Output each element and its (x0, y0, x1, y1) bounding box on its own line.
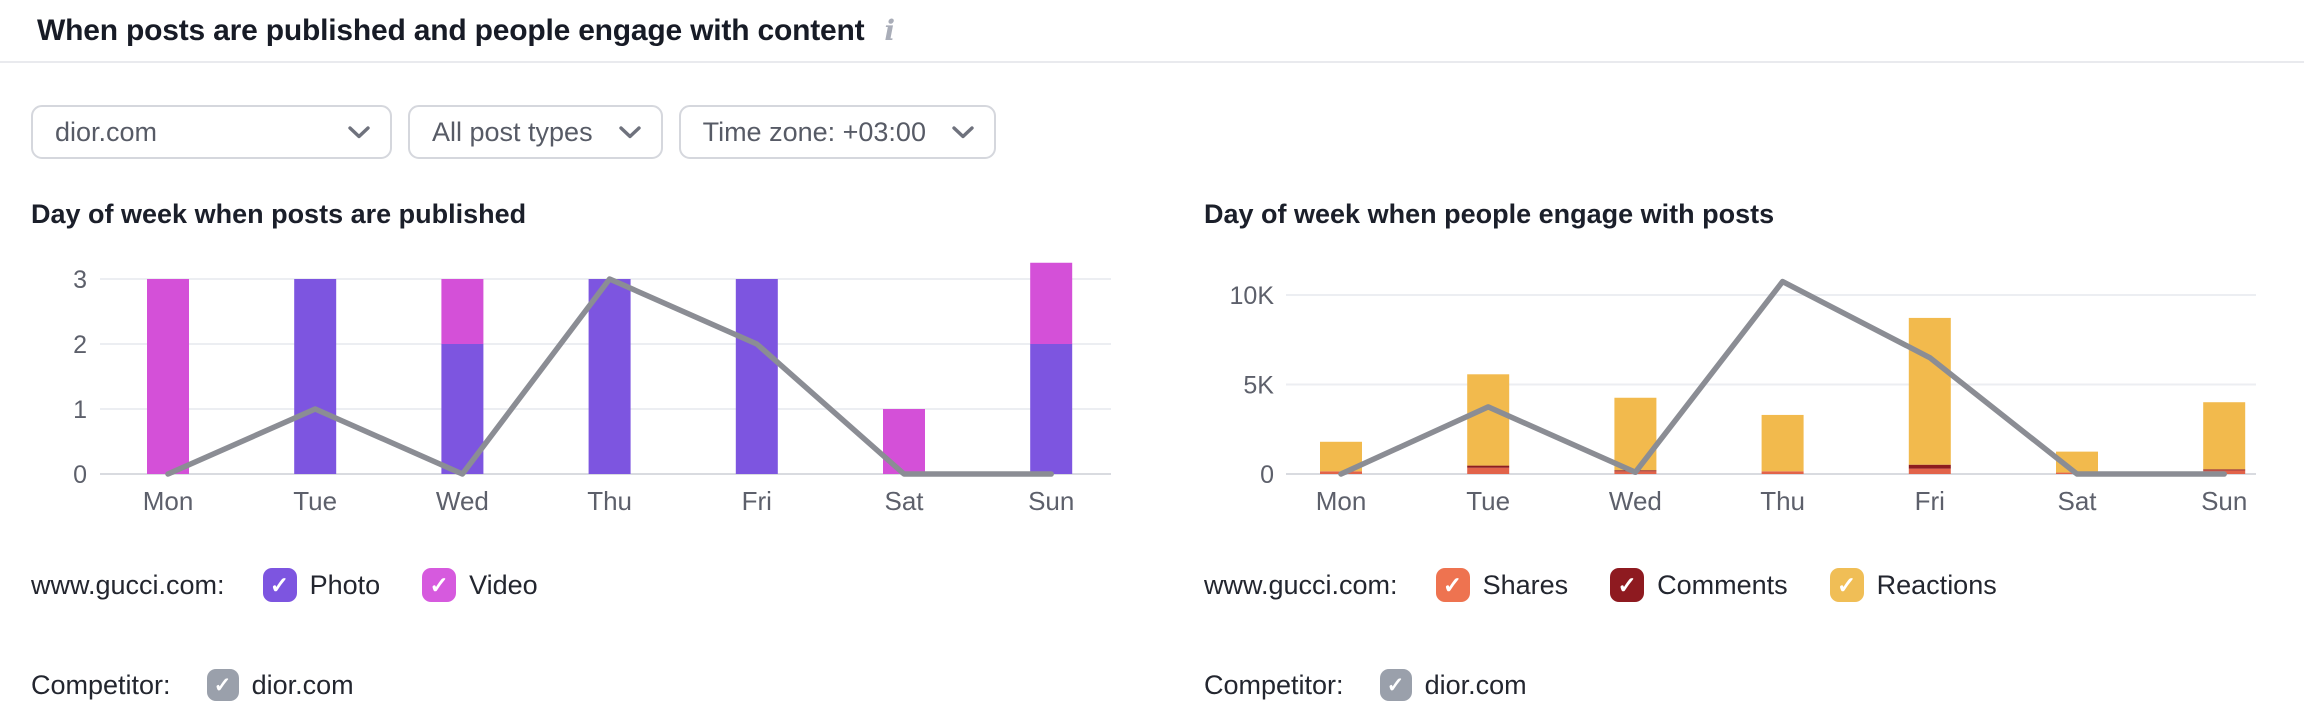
legend-item-photo[interactable]: ✓ Photo (262, 568, 381, 602)
svg-text:Fri: Fri (742, 486, 772, 516)
svg-text:Fri: Fri (1915, 486, 1945, 516)
shares-checkbox[interactable]: ✓ (1435, 568, 1470, 602)
legend-item-reactions[interactable]: ✓ Reactions (1829, 568, 1997, 602)
legend-label: Photo (309, 569, 381, 600)
published-legend: www.gucci.com: ✓ Photo ✓ Video (31, 568, 1204, 602)
profile-select-value: dior.com (55, 116, 158, 147)
legend-item-shares[interactable]: ✓ Shares (1435, 568, 1569, 602)
engagement-legend: www.gucci.com: ✓ Shares ✓ Comments ✓ Reaction… (1204, 568, 2304, 602)
competitor-name: dior.com (1424, 669, 1527, 700)
chevron-down-icon (952, 125, 974, 139)
svg-text:Sun: Sun (1028, 486, 1074, 516)
filter-bar: dior.com All post types Time zone: +03:0… (31, 105, 2304, 159)
comments-checkbox[interactable]: ✓ (1610, 568, 1645, 602)
legend-item-comments[interactable]: ✓ Comments (1610, 568, 1788, 602)
engagement-panel: Day of week when people engage with post… (1204, 197, 2304, 702)
competitor-checkbox[interactable]: ✓ (206, 669, 239, 701)
engagement-competitor-row: Competitor: ✓ dior.com (1204, 668, 2304, 702)
svg-text:Wed: Wed (1609, 486, 1662, 516)
svg-text:1: 1 (73, 396, 87, 424)
engagement-chart: 0 5K 10K Mon Tue Wed Thu Fri Sat Sun (1204, 256, 2304, 529)
chevron-down-icon (348, 125, 370, 139)
legend-label: Reactions (1876, 569, 1997, 600)
svg-text:3: 3 (73, 266, 87, 294)
competitor-label: Competitor: (1204, 669, 1344, 700)
legend-label: Comments (1657, 569, 1788, 600)
section-header: When posts are published and people enga… (0, 0, 2304, 63)
competitor-label: Competitor: (31, 669, 171, 700)
page-title: When posts are published and people enga… (37, 13, 865, 47)
svg-text:10K: 10K (1230, 282, 1275, 310)
svg-text:5K: 5K (1243, 372, 1274, 400)
video-checkbox[interactable]: ✓ (422, 568, 457, 602)
svg-text:Sat: Sat (2057, 486, 2097, 516)
competitor-checkbox[interactable]: ✓ (1379, 669, 1412, 701)
legend-owner-label: www.gucci.com: (31, 569, 225, 600)
legend-label: Shares (1482, 569, 1569, 600)
post-type-select[interactable]: All post types (408, 105, 663, 159)
svg-text:Mon: Mon (1316, 486, 1367, 516)
reactions-checkbox[interactable]: ✓ (1829, 568, 1864, 602)
published-chart: 0 1 2 3 Mon Tue Wed Thu Fri Sat Sun (31, 256, 1204, 529)
svg-text:Wed: Wed (436, 486, 489, 516)
svg-text:Tue: Tue (1466, 486, 1510, 516)
svg-text:Sun: Sun (2201, 486, 2247, 516)
photo-checkbox[interactable]: ✓ (262, 568, 297, 602)
svg-text:Thu: Thu (1760, 486, 1805, 516)
published-chart-title: Day of week when posts are published (31, 199, 527, 229)
svg-text:2: 2 (73, 331, 87, 359)
legend-item-video[interactable]: ✓ Video (422, 568, 538, 602)
svg-text:Thu: Thu (587, 486, 632, 516)
legend-label: Video (469, 569, 538, 600)
published-competitor-row: Competitor: ✓ dior.com (31, 668, 1204, 702)
post-type-select-value: All post types (432, 116, 593, 147)
svg-text:Tue: Tue (293, 486, 337, 516)
timezone-select[interactable]: Time zone: +03:00 (678, 105, 996, 159)
svg-text:Sat: Sat (884, 486, 924, 516)
timezone-select-value: Time zone: +03:00 (702, 116, 926, 147)
svg-text:0: 0 (1260, 461, 1274, 489)
published-panel: Day of week when posts are published 0 1 2… (31, 197, 1204, 702)
engagement-chart-title: Day of week when people engage with post… (1204, 199, 1775, 229)
chevron-down-icon (618, 125, 641, 139)
svg-text:Mon: Mon (143, 486, 194, 516)
legend-owner-label: www.gucci.com: (1204, 569, 1398, 600)
svg-text:0: 0 (73, 461, 87, 489)
profile-select[interactable]: dior.com (31, 105, 392, 159)
competitor-name: dior.com (251, 669, 354, 700)
info-icon[interactable]: i (884, 14, 896, 47)
